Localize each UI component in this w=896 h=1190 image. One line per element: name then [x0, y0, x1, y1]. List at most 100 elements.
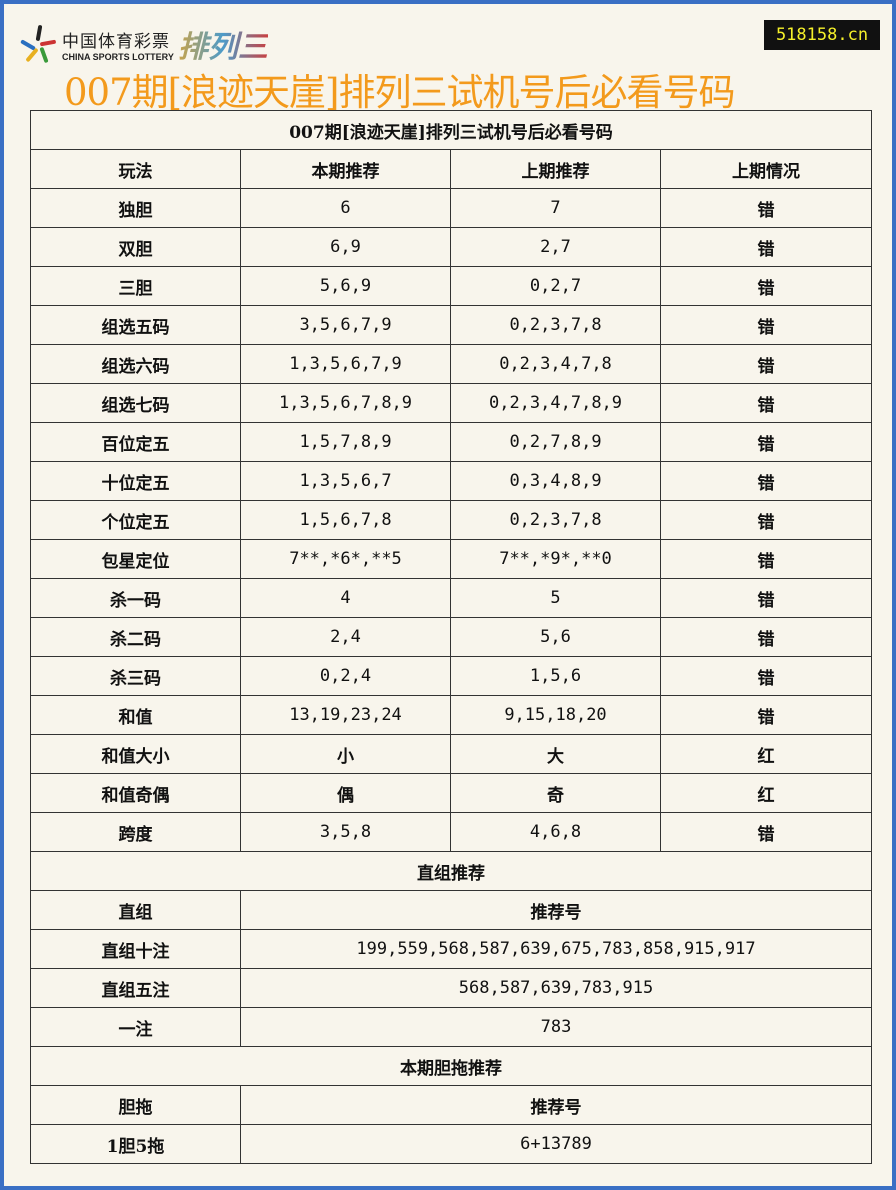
table-cell: 和值 [30, 695, 241, 735]
table-row: 和值奇偶偶奇红 [30, 773, 873, 813]
table-row: 直组五注 568,587,639,783,915 [30, 968, 873, 1008]
logo-cn-text: 中国体育彩票 [62, 31, 170, 52]
page-title: 007期[浪迹天崖]排列三试机号后必看号码 [64, 71, 735, 114]
table-cell: 错 [659, 227, 873, 267]
table-row: 直组十注 199,559,568,587,639,675,783,858,915,… [30, 929, 873, 969]
table-title-row: 007期[浪迹天崖]排列三试机号后必看号码 [29, 110, 873, 150]
table-cell: 568,587,639,783,915 [239, 968, 873, 1008]
table-cell: 错 [659, 383, 873, 423]
section-row: 直组推荐 [29, 851, 873, 891]
table-cell: 错 [659, 539, 873, 579]
section-row: 本期胆拖推荐 [29, 1046, 873, 1086]
site-badge[interactable]: 518158.cn [764, 20, 880, 50]
section-header-row: 直组 推荐号 [30, 890, 873, 930]
table-cell: 0,2,3,7,8 [450, 500, 661, 540]
table-cell: 奇 [450, 773, 661, 813]
table-cell: 杀二码 [30, 617, 241, 657]
table-cell: 错 [659, 695, 873, 735]
table-cell: 0,2,7 [450, 266, 661, 306]
table-cell: 大 [450, 734, 661, 774]
table-row: 杀二码 2,4 5,6 错 [30, 617, 873, 657]
table-cell: 6 [240, 188, 451, 228]
table-cell: 0,2,3,4,7,8 [450, 344, 661, 384]
table-cell: 跨度 [30, 812, 241, 852]
table-row: 双胆 6,9 2,7 错 [30, 227, 873, 267]
china-sports-lottery-logo: 中国体育彩票 CHINA SPORTS LOTTERY 排列三 [20, 22, 268, 66]
table-cell: 独胆 [30, 188, 241, 228]
table-cell: 6+13789 [239, 1124, 873, 1164]
table-cell: 错 [659, 812, 873, 852]
table-cell: 783 [239, 1007, 873, 1047]
table-cell: 0,3,4,8,9 [450, 461, 661, 501]
table-row: 组选五码 3,5,6,7,9 0,2,3,7,8 错 [30, 305, 873, 345]
table-cell: 百位定五 [30, 422, 241, 462]
header-cell: 玩法 [30, 149, 241, 189]
table-cell: 直组十注 [30, 929, 241, 969]
table-row: 杀一码 4 5 错 [30, 578, 873, 618]
table-title: 007期[浪迹天崖]排列三试机号后必看号码 [29, 110, 873, 150]
table-cell: 1,3,5,6,7,8,9 [240, 383, 451, 423]
table-cell: 三胆 [30, 266, 241, 306]
table-cell: 红 [659, 773, 873, 813]
table-cell: 偶 [240, 773, 451, 813]
table-cell: 5 [450, 578, 661, 618]
table-cell: 0,2,7,8,9 [450, 422, 661, 462]
page: 中国体育彩票 CHINA SPORTS LOTTERY 排列三 518158.c… [4, 4, 892, 1186]
table-cell: 3,5,6,7,9 [240, 305, 451, 345]
table-cell: 错 [659, 461, 873, 501]
table-cell: 1胆5拖 [30, 1124, 241, 1164]
table-cell: 5,6,9 [240, 266, 451, 306]
table-row: 独胆 6 7 错 [30, 188, 873, 228]
lottery-logo-icon [20, 24, 57, 64]
table-cell: 9,15,18,20 [450, 695, 661, 735]
table-row: 十位定五 1,3,5,6,7 0,3,4,8,9 错 [30, 461, 873, 501]
table-cell: 错 [659, 344, 873, 384]
table-cell: 本期胆拖推荐 [29, 1046, 873, 1086]
table-cell: 0,2,3,4,7,8,9 [450, 383, 661, 423]
table-row: 组选六码 1,3,5,6,7,9 0,2,3,4,7,8 错 [30, 344, 873, 384]
table-cell: 7**,*9*,**0 [450, 539, 661, 579]
header-cell: 上期情况 [659, 149, 873, 189]
table-row: 组选七码 1,3,5,6,7,8,9 0,2,3,4,7,8,9 错 [30, 383, 873, 423]
table-cell: 4 [240, 578, 451, 618]
table-row: 和值大小小大红 [30, 734, 873, 774]
table-cell: 直组 [30, 890, 241, 930]
table-cell: 和值奇偶 [30, 773, 241, 813]
table-cell: 1,5,6 [450, 656, 661, 696]
table-cell: 6,9 [240, 227, 451, 267]
table-cell: 13,19,23,24 [240, 695, 451, 735]
table-cell: 错 [659, 422, 873, 462]
table-cell: 5,6 [450, 617, 661, 657]
table-cell: 双胆 [30, 227, 241, 267]
table-cell: 错 [659, 188, 873, 228]
table-cell: 7**,*6*,**5 [240, 539, 451, 579]
table-cell: 错 [659, 617, 873, 657]
table-cell: 个位定五 [30, 500, 241, 540]
table-cell: 错 [659, 578, 873, 618]
table-cell: 胆拖 [30, 1085, 241, 1125]
table-row: 和值 13,19,23,24 9,15,18,20 错 [30, 695, 873, 735]
recommendation-table: 007期[浪迹天崖]排列三试机号后必看号码 玩法 本期推荐 上期推荐 上期情况 … [29, 110, 873, 1164]
table-cell: 推荐号 [239, 890, 873, 930]
table-row: 一注 783 [30, 1007, 873, 1047]
table-cell: 0,2,3,7,8 [450, 305, 661, 345]
table-cell: 7 [450, 188, 661, 228]
logo-game-text: 排列三 [178, 22, 268, 66]
table-cell: 推荐号 [239, 1085, 873, 1125]
header-cell: 上期推荐 [450, 149, 661, 189]
table-cell: 和值大小 [30, 734, 241, 774]
table-cell: 1,3,5,6,7,9 [240, 344, 451, 384]
header-cell: 本期推荐 [240, 149, 451, 189]
table-row: 1胆5拖 6+13789 [30, 1124, 873, 1164]
table-cell: 包星定位 [30, 539, 241, 579]
table-cell: 错 [659, 305, 873, 345]
table-cell: 红 [659, 734, 873, 774]
table-row: 三胆 5,6,9 0,2,7 错 [30, 266, 873, 306]
table-cell: 2,4 [240, 617, 451, 657]
table-cell: 十位定五 [30, 461, 241, 501]
table-row: 跨度 3,5,8 4,6,8 错 [30, 812, 873, 852]
table-cell: 直组推荐 [29, 851, 873, 891]
table-header-row: 玩法 本期推荐 上期推荐 上期情况 [30, 149, 873, 189]
table-cell: 错 [659, 656, 873, 696]
table-cell: 小 [240, 734, 451, 774]
